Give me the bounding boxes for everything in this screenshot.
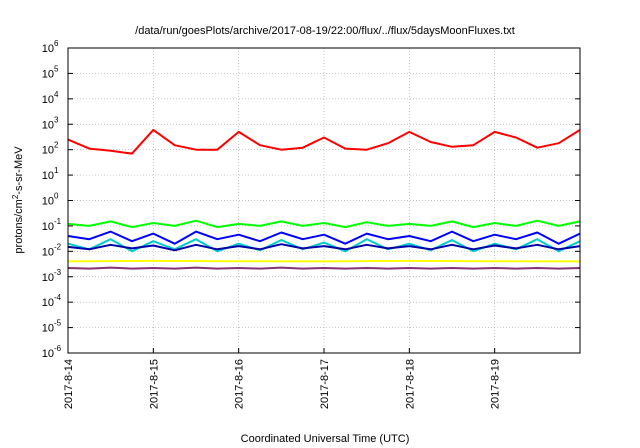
chart-title: /data/run/goesPlots/archive/2017-08-19/2… <box>135 25 515 37</box>
y-tick-exponent: -4 <box>54 293 62 302</box>
y-tick-label: 10 <box>42 119 54 131</box>
y-tick-label: 10 <box>42 94 54 106</box>
y-tick-label: 10 <box>42 196 54 208</box>
y-tick-exponent: 5 <box>54 64 59 73</box>
y-axis-ticks: 10 -610 -510 -410 -310 -210 -110 010 110 210 310 41… <box>42 39 580 360</box>
series-line-6 <box>67 259 581 263</box>
x-tick-label: 2017-8-19 <box>490 359 502 409</box>
series-line-3 <box>67 238 581 253</box>
x-tick-label: 2017-8-16 <box>234 359 246 409</box>
y-tick-label: 10 <box>42 170 54 182</box>
x-tick-label: 2017-8-14 <box>63 359 75 409</box>
y-tick-exponent: -2 <box>54 242 62 251</box>
y-tick-label: 10 <box>42 272 54 284</box>
y-tick-exponent: 4 <box>54 90 59 99</box>
y-tick-exponent: 1 <box>54 166 59 175</box>
y-tick-label: 10 <box>42 323 54 335</box>
ylabel-rest: -s-sr-MeV <box>13 146 25 195</box>
series-line-2 <box>67 219 581 229</box>
y-tick-exponent: 6 <box>54 39 59 48</box>
ylabel-sup: 2 <box>11 194 20 199</box>
x-axis-label: Coordinated Universal Time (UTC) <box>241 433 410 445</box>
grid <box>67 47 580 354</box>
y-axis-label: protons/cm2-s-sr-MeV <box>11 146 25 254</box>
y-tick-label: 10 <box>42 145 54 157</box>
y-tick-label: 10 <box>42 68 54 80</box>
y-tick-label: 10 <box>42 246 54 258</box>
x-tick-label: 2017-8-15 <box>148 359 160 409</box>
series-line-1 <box>67 128 581 155</box>
series-group <box>67 128 581 270</box>
y-tick-exponent: -1 <box>54 217 62 226</box>
series-line-5 <box>67 243 581 252</box>
series-line-4 <box>67 230 581 245</box>
y-tick-exponent: 3 <box>54 115 59 124</box>
y-tick-exponent: 2 <box>54 141 59 150</box>
y-tick-exponent: 0 <box>54 192 59 201</box>
ylabel-main: protons/cm <box>13 199 25 253</box>
x-axis-ticks: 2017-8-14 2017-8-15 2017-8-16 2017-8-17 2017… <box>63 348 502 409</box>
series-line-7 <box>67 266 581 270</box>
y-tick-label: 10 <box>42 297 54 309</box>
y-tick-label: 10 <box>42 43 54 55</box>
y-tick-exponent: -3 <box>54 268 62 277</box>
y-tick-exponent: -6 <box>54 344 62 353</box>
y-tick-exponent: -5 <box>54 319 62 328</box>
y-tick-label: 10 <box>42 221 54 233</box>
y-tick-label: 10 <box>42 348 54 360</box>
x-tick-label: 2017-8-18 <box>404 359 416 409</box>
x-tick-label: 2017-8-17 <box>319 359 331 409</box>
